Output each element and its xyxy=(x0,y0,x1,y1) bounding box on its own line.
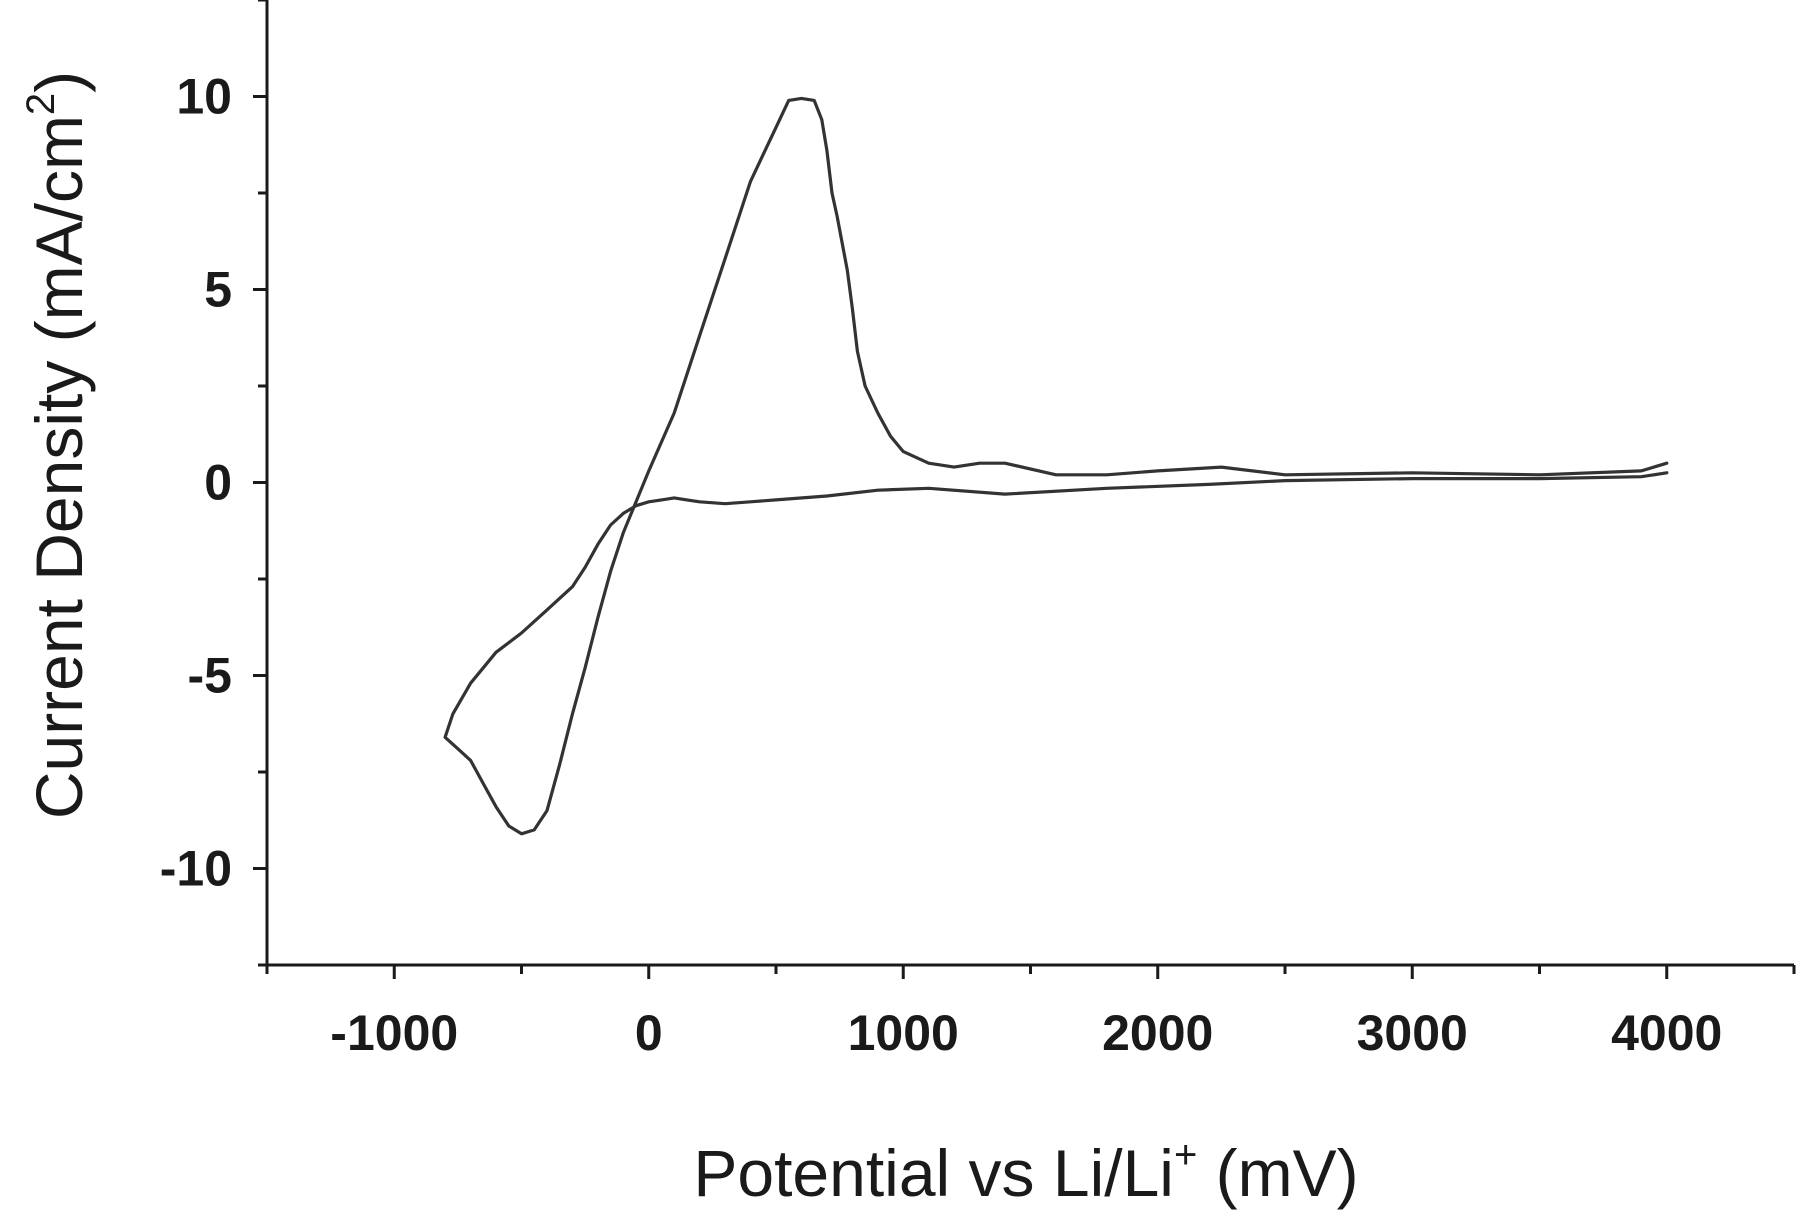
ticks xyxy=(253,0,1796,979)
x-tick-label: 4000 xyxy=(1611,1005,1722,1061)
y-tick-label: 10 xyxy=(176,69,232,125)
y-tick-label: -5 xyxy=(188,648,232,704)
y-axis-title-main: Current Density (mA/cm xyxy=(22,115,96,819)
series-layer xyxy=(443,96,1669,836)
y-axis-title-close: ) xyxy=(22,71,96,93)
y-tick-label: -10 xyxy=(160,841,232,897)
y-axis-title: Current Density (mA/cm2) xyxy=(19,71,96,819)
x-axis-title-sup: + xyxy=(1174,1133,1197,1177)
y-tick-label: 0 xyxy=(204,455,232,511)
x-tick-label: 0 xyxy=(635,1005,663,1061)
x-axis-title: Potential vs Li/Li+ (mV) xyxy=(693,1133,1358,1210)
x-tick-label: 3000 xyxy=(1357,1005,1468,1061)
x-tick-label: 1000 xyxy=(848,1005,959,1061)
x-axis-title-main: Potential vs Li/Li xyxy=(693,1136,1174,1210)
x-tick-label: -1000 xyxy=(330,1005,458,1061)
cv-curve xyxy=(443,96,1669,836)
axes xyxy=(265,0,1794,967)
x-tick-label: 2000 xyxy=(1102,1005,1213,1061)
y-axis-title-sup: 2 xyxy=(19,93,63,115)
x-axis-title-unit: (mV) xyxy=(1197,1136,1358,1210)
y-tick-label: 5 xyxy=(204,262,232,318)
tick-labels: -1000 0 1000 2000 3000 4000 -10 -5 0 5 10 xyxy=(160,69,1723,1062)
